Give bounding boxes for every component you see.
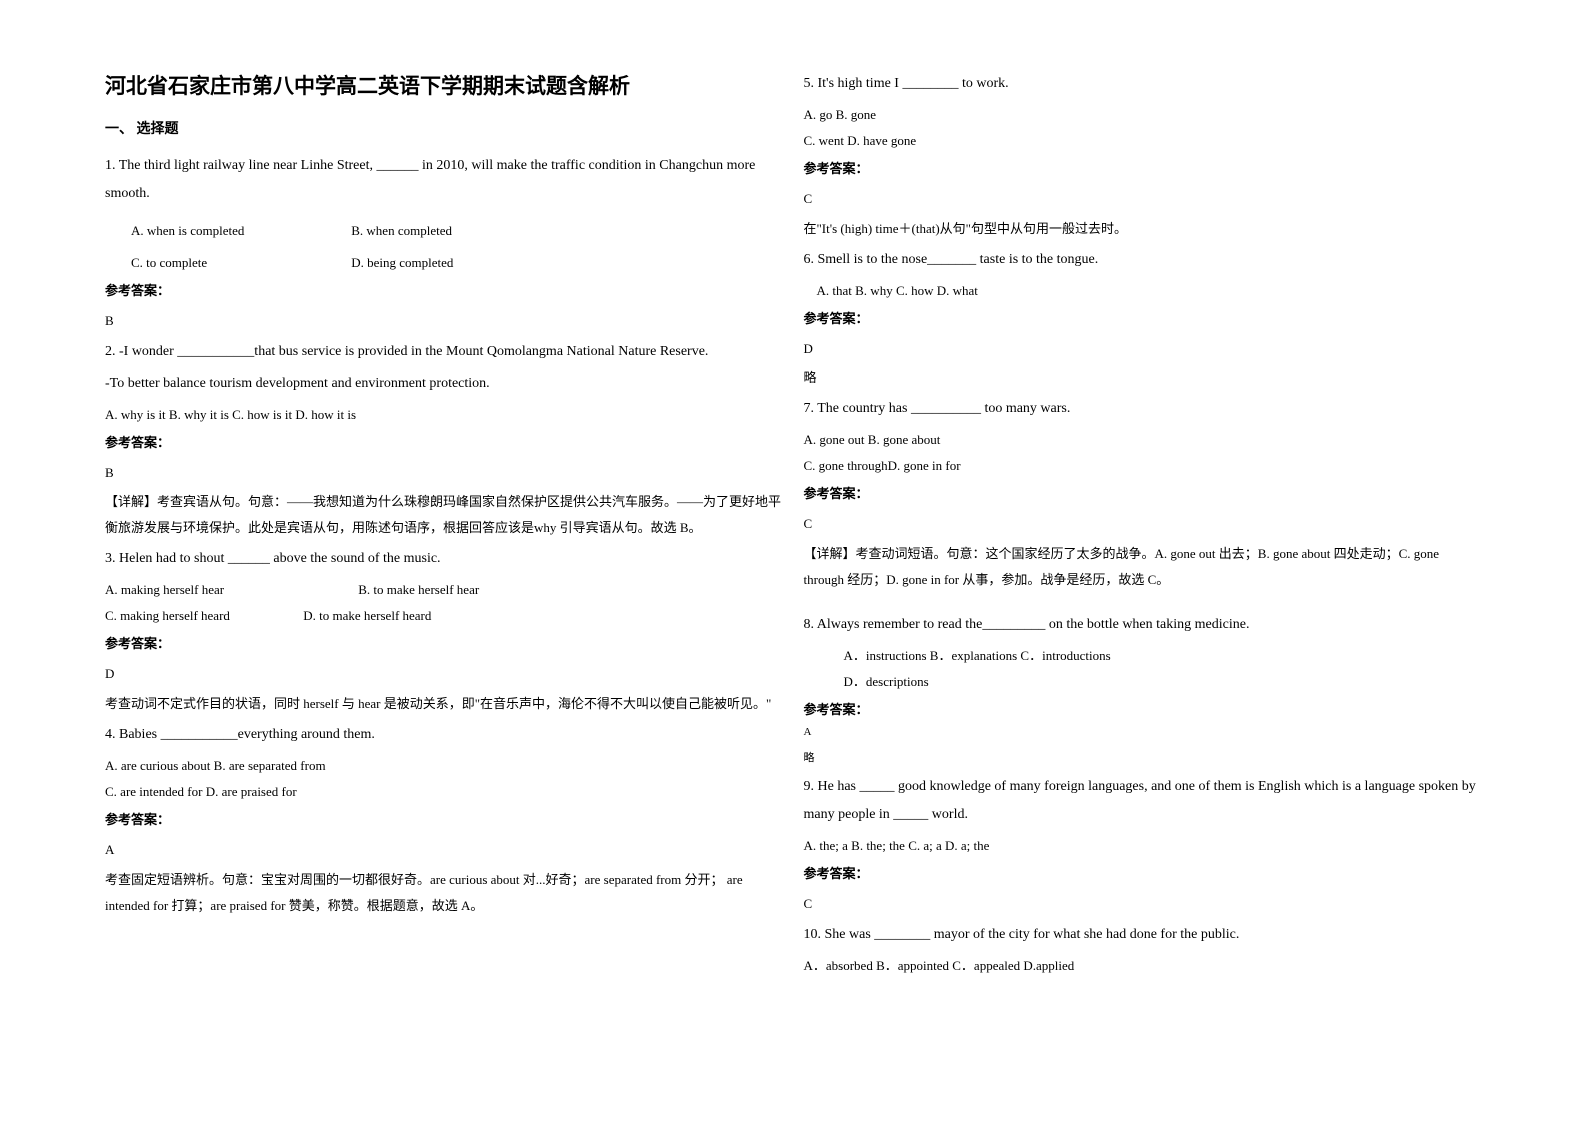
q4-answer-label: 参考答案： — [105, 809, 784, 828]
q1-opt-d: D. being completed — [351, 255, 453, 270]
q4-opt-c: C. are intended for D. are praised for — [105, 779, 784, 805]
q2-answer-label: 参考答案： — [105, 432, 784, 451]
left-column: 河北省石家庄市第八中学高二英语下学期期末试题含解析 一、 选择题 1. The … — [95, 70, 794, 1092]
q2-text: 2. -I wonder ___________that bus service… — [105, 338, 784, 366]
q4-text: 4. Babies ___________everything around t… — [105, 721, 784, 749]
q3-opt-a: A. making herself hear — [105, 577, 355, 603]
q7-text: 7. The country has __________ too many w… — [804, 395, 1483, 423]
q7-answer: C — [804, 512, 1483, 537]
page-title: 河北省石家庄市第八中学高二英语下学期期末试题含解析 — [105, 70, 784, 100]
q1-answer-label: 参考答案： — [105, 280, 784, 299]
q1-opt-b: B. when completed — [351, 223, 452, 238]
q5-explain: 在"It's (high) time＋(that)从句"句型中从句用一般过去时。 — [804, 216, 1483, 242]
q9-answer: C — [804, 892, 1483, 917]
q1-opts-ab: A. when is completed B. when completed — [105, 218, 784, 244]
q10-text: 10. She was ________ mayor of the city f… — [804, 921, 1483, 949]
q10-opts: A．absorbed B．appointed C．appealed D.appl… — [804, 953, 1483, 979]
q8-text: 8. Always remember to read the_________ … — [804, 611, 1483, 639]
q1-answer: B — [105, 309, 784, 334]
section-header: 一、 选择题 — [105, 118, 784, 138]
q7-answer-label: 参考答案： — [804, 483, 1483, 502]
q5-answer: C — [804, 187, 1483, 212]
q8-answer-label: 参考答案： — [804, 699, 1483, 718]
q3-opt-b: B. to make herself hear — [358, 582, 479, 597]
q3-opts-cd: C. making herself heard D. to make herse… — [105, 603, 784, 629]
q2-text2: -To better balance tourism development a… — [105, 370, 784, 398]
q6-explain: 略 — [804, 365, 1483, 391]
q8-opts2: D．descriptions — [804, 669, 1483, 695]
q4-opt-a: A. are curious about B. are separated fr… — [105, 753, 784, 779]
q5-opt-c: C. went D. have gone — [804, 128, 1483, 154]
right-column: 5. It's high time I ________ to work. A.… — [794, 70, 1493, 1092]
q3-opts-ab: A. making herself hear B. to make hersel… — [105, 577, 784, 603]
q8-answer: A — [804, 722, 1483, 743]
q6-opts: A. that B. why C. how D. what — [804, 278, 1483, 304]
q2-explain: 【详解】考查宾语从句。句意：——我想知道为什么珠穆朗玛峰国家自然保护区提供公共汽… — [105, 489, 784, 541]
q5-opt-a: A. go B. gone — [804, 102, 1483, 128]
q6-text: 6. Smell is to the nose_______ taste is … — [804, 246, 1483, 274]
q7-opt-c: C. gone throughD. gone in for — [804, 453, 1483, 479]
q5-answer-label: 参考答案： — [804, 158, 1483, 177]
q7-opt-a: A. gone out B. gone about — [804, 427, 1483, 453]
q6-answer-label: 参考答案： — [804, 308, 1483, 327]
q3-opt-c: C. making herself heard — [105, 603, 300, 629]
q4-explain: 考查固定短语辨析。句意：宝宝对周围的一切都很好奇。are curious abo… — [105, 867, 784, 919]
q3-answer: D — [105, 662, 784, 687]
q1-opt-a: A. when is completed — [118, 218, 348, 244]
q4-answer: A — [105, 838, 784, 863]
q1-opt-c: C. to complete — [118, 250, 348, 276]
q9-text: 9. He has _____ good knowledge of many f… — [804, 773, 1483, 829]
q9-answer-label: 参考答案： — [804, 863, 1483, 882]
q2-answer: B — [105, 461, 784, 486]
q5-text: 5. It's high time I ________ to work. — [804, 70, 1483, 98]
q6-answer: D — [804, 337, 1483, 362]
q3-text: 3. Helen had to shout ______ above the s… — [105, 545, 784, 573]
q3-answer-label: 参考答案： — [105, 633, 784, 652]
q7-explain: 【详解】考查动词短语。句意：这个国家经历了太多的战争。A. gone out 出… — [804, 541, 1483, 593]
q8-opts1: A．instructions B．explanations C．introduc… — [804, 643, 1483, 669]
q1-opts-cd: C. to complete D. being completed — [105, 250, 784, 276]
q1-text: 1. The third light railway line near Lin… — [105, 152, 784, 208]
q2-opts: A. why is it B. why it is C. how is it D… — [105, 402, 784, 428]
q8-explain: 略 — [804, 747, 1483, 769]
q3-opt-d: D. to make herself heard — [303, 608, 431, 623]
q3-explain: 考查动词不定式作目的状语，同时 herself 与 hear 是被动关系，即"在… — [105, 691, 784, 717]
q9-opts: A. the; a B. the; the C. a; a D. a; the — [804, 833, 1483, 859]
